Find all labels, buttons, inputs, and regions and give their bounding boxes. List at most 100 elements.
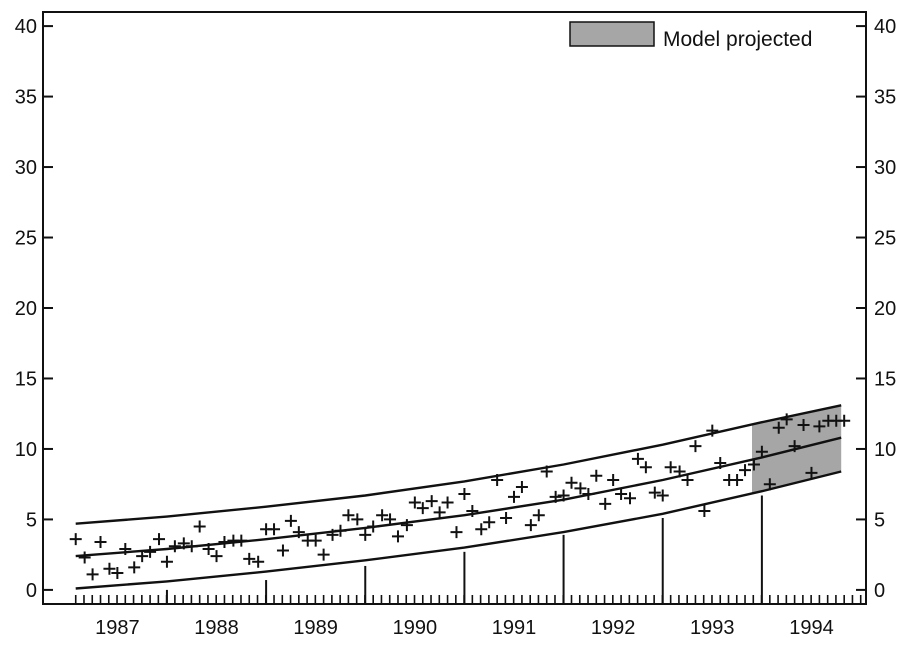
data-point [656, 489, 669, 502]
data-point [590, 469, 603, 482]
data-point [698, 504, 711, 517]
y-tick-label-left: 5 [26, 509, 37, 531]
data-point [574, 482, 587, 495]
data-point [78, 551, 91, 564]
data-point [466, 504, 479, 517]
plot-frame [42, 11, 867, 605]
data-point [532, 509, 545, 522]
data-point [243, 552, 256, 565]
data-point [648, 486, 661, 499]
data-point [334, 524, 347, 537]
legend-swatch [569, 21, 655, 47]
data-point [425, 495, 438, 508]
points-layer [69, 413, 851, 581]
data-point [144, 545, 157, 558]
data-point [69, 533, 82, 546]
y-tick-label-right: 25 [874, 228, 896, 250]
data-point [128, 561, 141, 574]
data-point [441, 496, 454, 509]
data-point [639, 461, 652, 474]
data-point [763, 478, 776, 491]
data-point [714, 457, 727, 470]
data-point [731, 473, 744, 486]
data-point [268, 523, 281, 536]
data-point [433, 506, 446, 519]
data-point [565, 476, 578, 489]
data-point [540, 465, 553, 478]
y-tick-label-right: 0 [874, 580, 885, 602]
data-point [755, 445, 768, 458]
data-point [813, 420, 826, 433]
data-point [805, 466, 818, 479]
x-tick-label: 1994 [789, 617, 834, 639]
x-tick-label: 1992 [591, 617, 636, 639]
axes-layer: 0 0 5 5 10 10 15 15 20 20 25 25 30 30 35 35 40 40 1987 1988… [15, 11, 896, 639]
x-tick-label: 1989 [293, 617, 338, 639]
data-point [400, 519, 413, 532]
data-point [136, 550, 149, 563]
data-point [193, 520, 206, 533]
data-point [252, 555, 265, 568]
data-point [292, 526, 305, 539]
data-point [359, 528, 372, 541]
data-point [706, 424, 719, 437]
data-point [376, 509, 389, 522]
model-curve [75, 436, 842, 558]
data-point [202, 543, 215, 556]
data-point [458, 488, 471, 501]
x-tick-label: 1991 [492, 617, 537, 639]
data-point [103, 562, 116, 575]
y-tick-label-left: 35 [15, 87, 37, 109]
data-point [838, 414, 851, 427]
data-point [391, 530, 404, 543]
data-point [483, 516, 496, 529]
data-point [119, 543, 132, 556]
data-point [218, 535, 231, 548]
data-point [549, 490, 562, 503]
model-curve [75, 470, 842, 590]
data-point [689, 440, 702, 453]
data-point [160, 555, 173, 568]
data-point [615, 488, 628, 501]
data-point [384, 513, 397, 526]
data-point [168, 540, 181, 553]
y-tick-label-right: 40 [874, 16, 896, 38]
data-point [367, 520, 380, 533]
data-point [524, 519, 537, 532]
data-point [599, 497, 612, 510]
y-tick-label-left: 15 [15, 368, 37, 390]
data-point [185, 540, 198, 553]
y-tick-label-left: 20 [15, 298, 37, 320]
data-point [780, 413, 793, 426]
data-point [408, 496, 421, 509]
data-point [450, 526, 463, 539]
data-point [326, 528, 339, 541]
y-tick-label-left: 0 [26, 580, 37, 602]
data-point [177, 537, 190, 550]
data-point [739, 464, 752, 477]
y-tick-label-right: 30 [874, 157, 896, 179]
x-tick-label: 1987 [95, 617, 140, 639]
model-curve [75, 404, 842, 525]
data-point [86, 568, 99, 581]
data-point [317, 548, 330, 561]
data-point [673, 465, 686, 478]
data-point [491, 473, 504, 486]
data-point [772, 421, 785, 434]
data-point [515, 481, 528, 494]
data-point [351, 513, 364, 526]
data-point [235, 534, 248, 547]
y-tick-label-right: 10 [874, 439, 896, 461]
data-point [507, 490, 520, 503]
data-point [664, 461, 677, 474]
data-point [276, 544, 289, 557]
x-tick-label: 1988 [194, 617, 239, 639]
data-point [681, 473, 694, 486]
data-point [747, 458, 760, 471]
data-point [557, 489, 570, 502]
data-point [631, 452, 644, 465]
data-point [210, 550, 223, 563]
y-tick-label-left: 40 [15, 16, 37, 38]
data-point [788, 440, 801, 453]
